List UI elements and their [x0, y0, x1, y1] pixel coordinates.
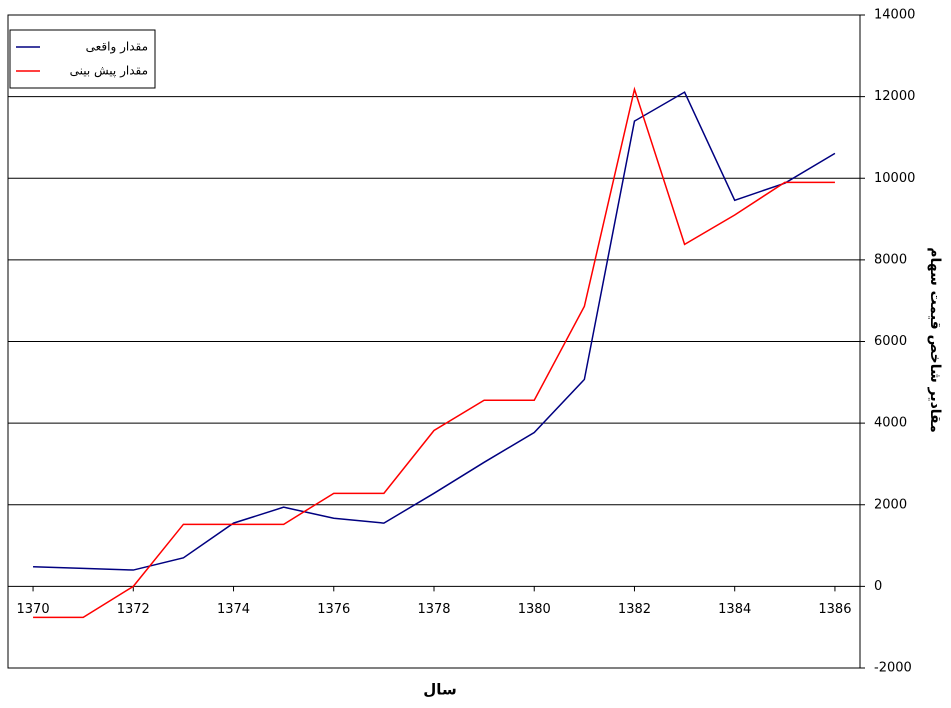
y-tick-label: 14000 [874, 8, 915, 23]
x-tick-label: 1382 [618, 602, 651, 617]
y-tick-label: 10000 [874, 171, 915, 186]
y-tick-label: 4000 [874, 416, 907, 431]
x-tick-label: 1380 [518, 602, 551, 617]
x-tick-label: 1378 [417, 602, 450, 617]
series-line [33, 91, 836, 571]
legend-label: مقدار واقعی [86, 40, 148, 55]
legend-box [9, 29, 156, 89]
y-tick-label: 12000 [874, 89, 915, 104]
x-tick-label: 1372 [117, 602, 150, 617]
x-tick-label: 1384 [718, 602, 751, 617]
series-line [33, 86, 835, 619]
legend-label: مقدار پیش بینی [70, 64, 148, 79]
x-axis-title: سال [423, 681, 456, 699]
x-tick-label: 1376 [317, 602, 350, 617]
x-tick-label: 1374 [217, 602, 250, 617]
y-axis-title: مقادیر شاخص قیمت سهام [927, 247, 943, 433]
y-tick-label: -2000 [874, 661, 912, 676]
x-tick-label: 1370 [17, 602, 50, 617]
y-tick-label: 8000 [874, 252, 907, 267]
y-tick-label: 6000 [874, 334, 907, 349]
x-tick-label: 1386 [818, 602, 851, 617]
y-tick-label: 0 [874, 579, 882, 594]
y-tick-label: 2000 [874, 497, 907, 512]
